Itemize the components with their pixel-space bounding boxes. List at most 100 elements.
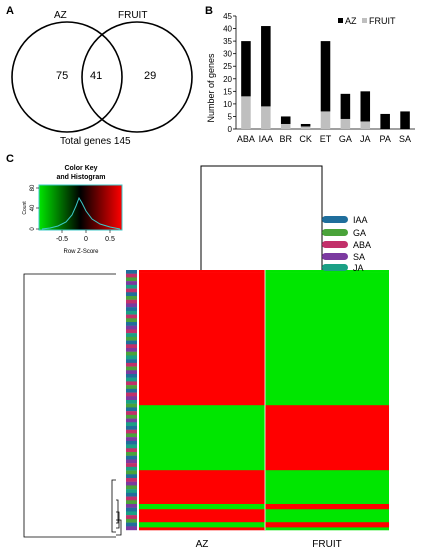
row-side-color-aba xyxy=(126,392,137,397)
hormone-legend-pill-aba xyxy=(322,241,348,248)
row-side-color-ga xyxy=(126,351,137,356)
row-side-color-sa xyxy=(126,281,137,286)
bar-az-ja xyxy=(360,91,371,122)
row-side-color-aba xyxy=(126,288,137,293)
row-side-color-sa xyxy=(126,325,137,330)
row-side-color-sa xyxy=(126,370,137,375)
hormone-legend-label-sa: SA xyxy=(353,252,365,262)
bar-fruit-et xyxy=(320,111,331,129)
row-side-color-sa xyxy=(126,303,137,308)
legend-label-fruit: FRUIT xyxy=(369,16,396,26)
row-side-color-iaa xyxy=(126,292,137,297)
row-side-color-aba xyxy=(126,463,137,468)
bar-x-tick-label: PA xyxy=(379,134,390,144)
bar-az-pa xyxy=(380,113,390,129)
row-side-color-ga xyxy=(126,485,137,490)
bar-x-tick-label: BR xyxy=(279,134,292,144)
row-side-color-iaa xyxy=(126,374,137,378)
venn-circle-az xyxy=(11,21,123,133)
bar-x-tick-label: IAA xyxy=(259,134,274,144)
heatmap-cell-fruit xyxy=(265,527,389,531)
row-side-color-bar xyxy=(126,270,137,531)
row-side-color-ga xyxy=(126,470,137,475)
row-side-color-aba xyxy=(126,496,137,501)
heatmap-cell-fruit xyxy=(265,470,389,505)
bar-y-tick-label: 25 xyxy=(223,62,232,71)
hormone-legend-label-iaa: IAA xyxy=(353,215,368,225)
row-side-color-ga xyxy=(126,366,137,371)
row-side-color-ga xyxy=(126,414,137,419)
color-key-y-tick-label: 0 xyxy=(30,227,36,231)
bar-x-tick-label: SA xyxy=(399,134,411,144)
bar-az-sa xyxy=(400,111,410,129)
row-side-color-sa xyxy=(126,396,137,401)
row-side-color-aba xyxy=(126,362,137,367)
row-side-color-ga xyxy=(126,336,137,341)
hormone-legend-pill-ja xyxy=(322,264,348,271)
row-side-color-iaa xyxy=(126,474,137,479)
hormone-legend-label-aba: ABA xyxy=(353,240,371,250)
bar-fruit-ck xyxy=(300,126,311,129)
bar-az-ga xyxy=(340,93,351,119)
bar-y-tick-label: 30 xyxy=(223,50,232,59)
bar-fruit-iaa xyxy=(261,106,271,129)
venn-diagram: AZ FRUIT 75 41 29 Total genes 145 xyxy=(11,10,193,147)
row-side-color-sa xyxy=(126,504,137,508)
color-key: Color Key and Histogram Count 0 40 80 -0.5… xyxy=(22,165,123,255)
legend-swatch-az xyxy=(338,18,343,23)
row-side-color-aba xyxy=(126,329,137,334)
row-side-color-iaa xyxy=(126,322,137,326)
heatmap-cell-fruit xyxy=(265,504,389,510)
row-side-color-aba xyxy=(126,344,137,349)
row-side-color-ga xyxy=(126,318,137,323)
bar-az-br xyxy=(280,116,291,124)
venn-label-az: AZ xyxy=(54,10,67,21)
hormone-legend-label-ja: JA xyxy=(353,263,364,273)
panel-label-b: B xyxy=(205,5,213,17)
column-dendrogram xyxy=(200,165,323,270)
bar-fruit-br xyxy=(280,123,291,129)
row-side-color-ga xyxy=(126,433,137,438)
bar-y-tick-label: 5 xyxy=(228,112,233,121)
heatmap-cell-az xyxy=(139,522,265,528)
hormone-legend-label-ga: GA xyxy=(353,228,366,238)
row-side-color-aba xyxy=(126,299,137,304)
color-key-histogram xyxy=(41,196,121,230)
heatmap-cell-az xyxy=(139,272,265,406)
color-key-x-tick-label: 0.5 xyxy=(105,236,115,243)
row-side-color-ga xyxy=(126,385,137,390)
color-key-x-tick-label: -0.5 xyxy=(56,236,68,243)
bar-az-aba xyxy=(241,41,251,97)
row-side-color-ja xyxy=(126,377,137,382)
column-dendrogram-branch xyxy=(200,165,323,270)
row-side-color-ja xyxy=(126,489,137,494)
row-side-color-ga xyxy=(126,518,137,523)
color-key-gradient xyxy=(38,184,123,231)
row-side-color-iaa xyxy=(126,270,137,274)
row-side-color-ja xyxy=(126,355,137,360)
row-side-color-ga xyxy=(126,296,137,300)
row-side-color-iaa xyxy=(126,388,137,393)
row-side-color-iaa xyxy=(126,492,137,497)
heatmap-cell-az xyxy=(139,405,265,471)
heatmap-cell-fruit xyxy=(265,509,389,523)
row-side-color-sa xyxy=(126,348,137,352)
bar-y-tick-label: 45 xyxy=(223,12,232,21)
bar-fruit-ja xyxy=(360,121,371,129)
panel-label-a: A xyxy=(6,5,14,17)
legend-label-az: AZ xyxy=(345,16,357,26)
panel-label-c: C xyxy=(6,153,14,165)
row-side-color-sa xyxy=(126,418,137,423)
bar-y-axis-label: Number of genes xyxy=(206,53,216,123)
venn-count-fruit-only: 29 xyxy=(144,70,156,82)
heatmap-cell-az xyxy=(139,470,265,505)
row-side-color-iaa xyxy=(126,426,137,430)
bar-fruit-aba xyxy=(241,96,251,129)
venn-circle-fruit xyxy=(81,21,193,133)
bar-chart: Number of genes 0 5 10 15 20 25 30 35 40 45 ABA IAA… xyxy=(206,12,415,144)
color-key-x-label: Row Z-Score xyxy=(63,249,99,255)
bar-az-ck xyxy=(300,123,311,127)
row-side-color-ja xyxy=(126,284,137,289)
bar-y-tick-label: 35 xyxy=(223,37,232,46)
